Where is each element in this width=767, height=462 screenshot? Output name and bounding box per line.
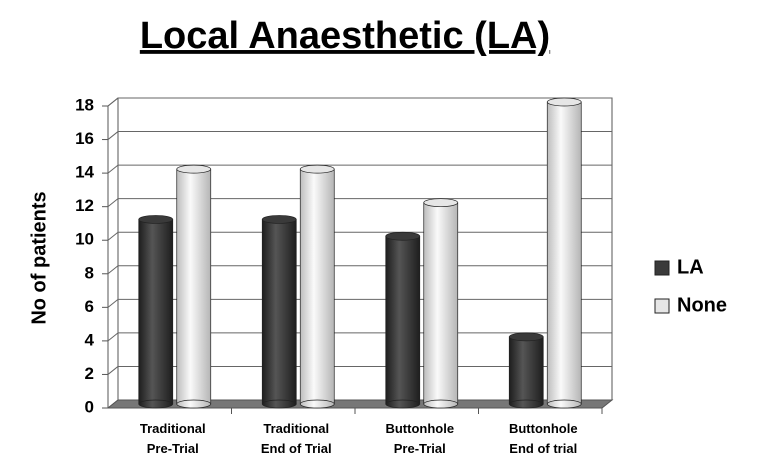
grid-side: [107, 131, 119, 140]
y-tick-label: 6: [85, 297, 94, 316]
y-tick-label: 8: [85, 263, 94, 282]
x-tick-label: Buttonhole End of trial: [509, 421, 578, 456]
y-tick-label: 4: [85, 330, 95, 349]
bar-body: [508, 336, 544, 405]
bar-body: [385, 235, 421, 405]
bar-body: [261, 219, 297, 405]
x-tick-label: Traditional Pre-Trial: [140, 421, 206, 456]
bar: [508, 332, 544, 409]
bar: [299, 164, 335, 409]
x-tick-line: End of trial: [509, 441, 577, 456]
bar-body: [299, 168, 335, 405]
bar-base: [385, 399, 421, 409]
x-tick-line: Pre-Trial: [394, 441, 446, 456]
x-tick-line: Traditional: [140, 421, 206, 436]
grid-side: [107, 366, 119, 375]
bar-base: [176, 399, 212, 409]
bar-top: [261, 215, 297, 224]
bar-body: [138, 219, 174, 405]
chart-title: Local Anaesthetic (LA): [140, 15, 550, 57]
bar-base: [299, 399, 335, 409]
bar-body: [176, 168, 212, 405]
y-tick-label: 0: [85, 397, 94, 416]
bar: [176, 164, 212, 409]
legend-label: LA: [677, 256, 704, 278]
bar: [261, 215, 297, 409]
bar-top: [546, 97, 582, 107]
bar-base: [423, 399, 459, 409]
x-tick-line: Pre-Trial: [147, 441, 199, 456]
x-tick-line: Traditional: [263, 421, 329, 436]
legend-swatch: [654, 260, 670, 276]
bar-body: [546, 101, 582, 405]
bar-top: [385, 231, 421, 241]
x-tick-line: End of Trial: [261, 441, 332, 456]
bar: [385, 231, 421, 409]
bar-base: [546, 399, 582, 409]
bar-base: [261, 399, 297, 409]
grid-side: [107, 97, 119, 107]
bar-top: [508, 332, 544, 342]
bar-body: [423, 202, 459, 405]
x-tick-label: Traditional End of Trial: [261, 421, 332, 456]
bar-top: [176, 164, 212, 174]
y-tick-label: 18: [75, 95, 94, 114]
x-tick-label: Buttonhole Pre-Trial: [385, 421, 454, 456]
bar-top: [299, 164, 335, 174]
bar-top: [138, 215, 174, 224]
x-tick-line: Buttonhole: [385, 421, 454, 436]
y-tick-label: 14: [75, 163, 94, 182]
grid-side: [107, 265, 119, 275]
bar-top: [423, 198, 459, 208]
grid-side: [107, 298, 119, 308]
y-tick-label: 2: [85, 364, 94, 383]
legend-label: None: [677, 294, 727, 316]
legend-swatch: [654, 298, 670, 314]
bar: [546, 97, 582, 409]
y-tick-label: 12: [75, 196, 94, 215]
bar: [138, 215, 174, 409]
bar-base: [138, 399, 174, 409]
bar: [423, 198, 459, 409]
grid-side: [107, 198, 119, 208]
bar-base: [508, 399, 544, 409]
y-axis-label: No of patients: [28, 191, 50, 324]
grid-side: [107, 332, 119, 342]
grid-side: [107, 164, 119, 174]
y-tick-label: 10: [75, 230, 94, 249]
y-tick-label: 16: [75, 129, 94, 148]
x-tick-line: Buttonhole: [509, 421, 578, 436]
grid-side: [107, 231, 119, 241]
